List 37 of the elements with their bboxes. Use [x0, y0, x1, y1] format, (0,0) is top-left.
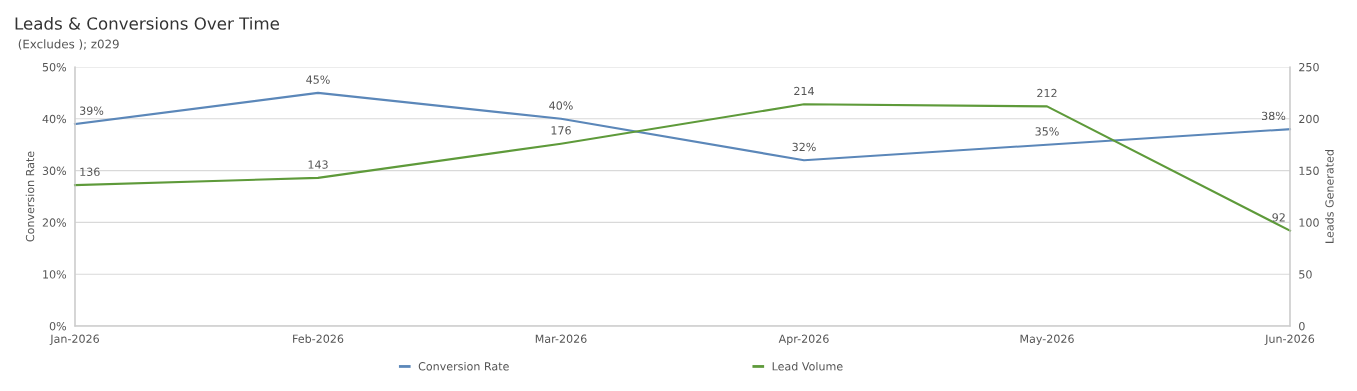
data-label: 176	[551, 126, 571, 135]
y-tick-label: 40%	[42, 114, 67, 124]
y-axis-title: Conversion Rate	[25, 151, 35, 242]
data-label: 40%	[549, 101, 573, 110]
line-series	[73, 103, 1292, 232]
data-label: 32%	[792, 142, 816, 152]
y2-axis-title: Leads Generated	[1325, 150, 1334, 243]
y2-tick-label: 200	[1299, 114, 1319, 124]
data-label: 212	[1037, 88, 1057, 98]
data-label: 45%	[306, 75, 330, 84]
x-tick-label: Apr-2026	[778, 334, 829, 346]
y2-tick-label: 250	[1299, 62, 1319, 72]
data-label: 214	[794, 86, 814, 96]
chart-title: Leads & Conversions Over Time	[15, 16, 280, 30]
legend-label: Conversion Rate	[418, 361, 509, 371]
y-tick-label: 0%	[49, 321, 67, 331]
x-tick-label: Feb-2026	[293, 334, 344, 343]
data-label: 92	[1272, 213, 1285, 222]
legend-label: Lead Volume	[772, 361, 843, 371]
x-tick-label: May-2026	[1020, 334, 1074, 346]
y2-tick-label: 100	[1299, 218, 1319, 227]
x-tick-label: Jan-2026	[49, 334, 100, 345]
chart-subtitle: (Excludes ); z029	[18, 39, 119, 50]
data-label: 35%	[1035, 127, 1059, 136]
y-tick-label: 10%	[43, 270, 67, 279]
y-tick-label: 50%	[42, 62, 67, 72]
x-tick-label: Mar-2026	[535, 334, 587, 343]
data-label: 143	[308, 160, 328, 169]
y-tick-label: 30%	[42, 166, 67, 175]
y2-tick-label: 50	[1299, 270, 1312, 279]
data-label: 136	[80, 167, 100, 177]
data-label: 38%	[1261, 111, 1286, 121]
x-tick-label: Jun-2026	[1264, 334, 1315, 345]
y2-tick-label: 150	[1299, 166, 1319, 175]
y-tick-label: 20%	[42, 218, 67, 227]
data-label: 39%	[80, 106, 104, 115]
y2-tick-label: 0	[1299, 321, 1305, 331]
